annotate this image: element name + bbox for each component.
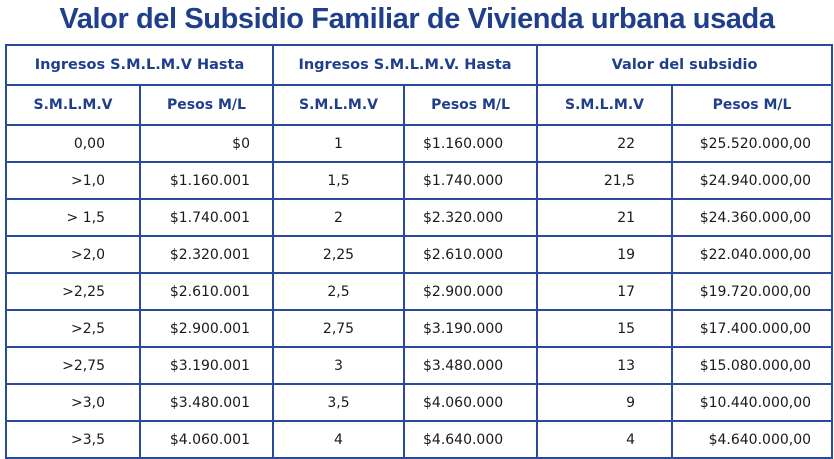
page-title: Valor del Subsidio Familiar de Vivienda … — [59, 3, 775, 35]
subsidy-table: Ingresos S.M.L.M.V Hasta Ingresos S.M.L.… — [5, 44, 834, 459]
limit-pesos-cell: $1.740.000 — [402, 161, 539, 200]
limit-pesos-cell: $4.640.000 — [402, 420, 539, 459]
limit-smlmv-cell: 2 — [272, 198, 405, 237]
subheader-pesos-1: Pesos M/L — [139, 84, 274, 126]
limit-pesos-cell: $2.320.000 — [402, 198, 539, 237]
table-row: >2,75 $3.190.001 3 $3.480.000 13 $15.080.000,… — [5, 346, 834, 385]
subsidy-pesos-cell: $17.400.000,00 — [671, 309, 834, 348]
subsidy-pesos-cell: $15.080.000,00 — [671, 346, 834, 385]
limit-pesos-cell: $3.190.000 — [402, 309, 539, 348]
table-row: >3,0 $3.480.001 3,5 $4.060.000 9 $10.440.000,… — [5, 383, 834, 422]
limit-smlmv-cell: 1 — [272, 124, 405, 163]
limit-smlmv-cell: 2,75 — [272, 309, 405, 348]
income-pesos-cell: $0 — [139, 124, 274, 163]
subheader-smlmv-1: S.M.L.M.V — [5, 84, 141, 126]
limit-smlmv-cell: 3 — [272, 346, 405, 385]
limit-smlmv-cell: 2,25 — [272, 235, 405, 274]
limit-pesos-cell: $4.060.000 — [402, 383, 539, 422]
limit-pesos-cell: $1.160.000 — [402, 124, 539, 163]
income-smlmv-cell: >1,0 — [5, 161, 141, 200]
table-row: >2,25 $2.610.001 2,5 $2.900.000 17 $19.720.00… — [5, 272, 834, 311]
income-smlmv-cell: 0,00 — [5, 124, 141, 163]
income-pesos-cell: $3.190.001 — [139, 346, 274, 385]
income-smlmv-cell: >3,5 — [5, 420, 141, 459]
table-row: 0,00 $0 1 $1.160.000 22 $25.520.000,00 — [5, 124, 834, 163]
income-smlmv-cell: >2,5 — [5, 309, 141, 348]
subsidy-smlmv-cell: 17 — [536, 272, 674, 311]
limit-smlmv-cell: 3,5 — [272, 383, 405, 422]
income-smlmv-cell: >3,0 — [5, 383, 141, 422]
limit-smlmv-cell: 4 — [272, 420, 405, 459]
table-row: > 1,5 $1.740.001 2 $2.320.000 21 $24.360.000,… — [5, 198, 834, 237]
header-income-hasta-1: Ingresos S.M.L.M.V Hasta — [5, 44, 274, 86]
income-smlmv-cell: >2,25 — [5, 272, 141, 311]
subsidy-pesos-cell: $10.440.000,00 — [671, 383, 834, 422]
subsidy-smlmv-cell: 15 — [536, 309, 674, 348]
income-smlmv-cell: > 1,5 — [5, 198, 141, 237]
subsidy-smlmv-cell: 19 — [536, 235, 674, 274]
subsidy-pesos-cell: $25.520.000,00 — [671, 124, 834, 163]
subsidy-pesos-cell: $4.640.000,00 — [671, 420, 834, 459]
income-pesos-cell: $4.060.001 — [139, 420, 274, 459]
subsidy-smlmv-cell: 9 — [536, 383, 674, 422]
subsidy-smlmv-cell: 4 — [536, 420, 674, 459]
subsidy-pesos-cell: $19.720.000,00 — [671, 272, 834, 311]
subsidy-pesos-cell: $24.360.000,00 — [671, 198, 834, 237]
income-pesos-cell: $3.480.001 — [139, 383, 274, 422]
table-row: >2,5 $2.900.001 2,75 $3.190.000 15 $17.400.00… — [5, 309, 834, 348]
subsidy-smlmv-cell: 13 — [536, 346, 674, 385]
subheader-pesos-3: Pesos M/L — [671, 84, 834, 126]
limit-smlmv-cell: 2,5 — [272, 272, 405, 311]
income-smlmv-cell: >2,0 — [5, 235, 141, 274]
income-pesos-cell: $2.610.001 — [139, 272, 274, 311]
table-row: >1,0 $1.160.001 1,5 $1.740.000 21,5 $24.940.0… — [5, 161, 834, 200]
subsidy-smlmv-cell: 22 — [536, 124, 674, 163]
limit-pesos-cell: $2.900.000 — [402, 272, 539, 311]
limit-smlmv-cell: 1,5 — [272, 161, 405, 200]
subheader-smlmv-2: S.M.L.M.V — [272, 84, 405, 126]
table-row: >3,5 $4.060.001 4 $4.640.000 4 $4.640.000,00 — [5, 420, 834, 459]
subsidy-smlmv-cell: 21 — [536, 198, 674, 237]
income-pesos-cell: $1.740.001 — [139, 198, 274, 237]
subsidy-smlmv-cell: 21,5 — [536, 161, 674, 200]
table-row: >2,0 $2.320.001 2,25 $2.610.000 19 $22.040.00… — [5, 235, 834, 274]
subheader-smlmv-3: S.M.L.M.V — [536, 84, 674, 126]
income-pesos-cell: $2.900.001 — [139, 309, 274, 348]
subsidy-pesos-cell: $22.040.000,00 — [671, 235, 834, 274]
subheader-pesos-2: Pesos M/L — [402, 84, 539, 126]
limit-pesos-cell: $3.480.000 — [402, 346, 539, 385]
limit-pesos-cell: $2.610.000 — [402, 235, 539, 274]
income-smlmv-cell: >2,75 — [5, 346, 141, 385]
income-pesos-cell: $2.320.001 — [139, 235, 274, 274]
income-pesos-cell: $1.160.001 — [139, 161, 274, 200]
header-income-hasta-2: Ingresos S.M.L.M.V. Hasta — [271, 44, 539, 86]
header-subsidy-value: Valor del subsidio — [536, 44, 834, 86]
subsidy-pesos-cell: $24.940.000,00 — [671, 161, 834, 200]
